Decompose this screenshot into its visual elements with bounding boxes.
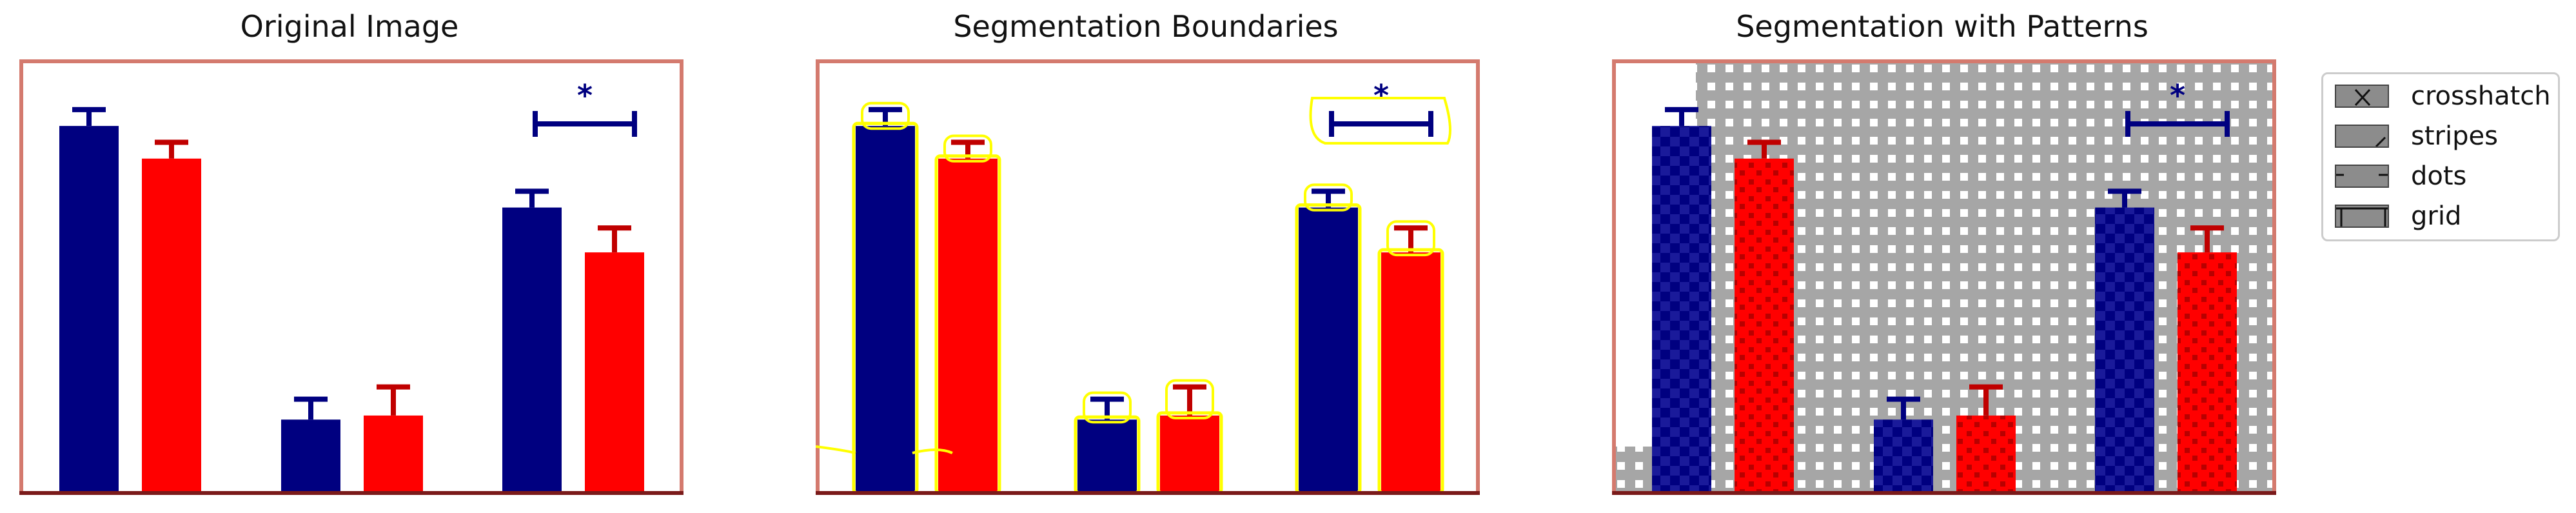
legend-label: stripes: [2411, 121, 2498, 151]
bar-series1-group2: [2178, 252, 2237, 493]
bar-series0-group2: [2095, 207, 2154, 493]
bar-series1-group1: [1956, 415, 2016, 493]
segment-boundary: [861, 101, 910, 130]
panel-title-boundaries: Segmentation Boundaries: [953, 9, 1339, 44]
bar-series1-group1: [364, 415, 423, 493]
bar-series0-group1: [1077, 419, 1137, 493]
bar-series1-group0: [938, 158, 998, 493]
bar-series0-group2: [1299, 207, 1358, 493]
significance-star: *: [1373, 78, 1389, 113]
legend-item-grid: grid: [2335, 201, 2462, 231]
segment-boundary: [816, 445, 953, 454]
bar-series0-group2: [502, 207, 562, 493]
segment-boundary: [1386, 220, 1435, 257]
legend-item-stripes: stripes: [2335, 121, 2498, 151]
significance-star: *: [2170, 78, 2185, 113]
bar-series1-group0: [142, 158, 201, 493]
legend: crosshatch stripes dots grid: [2321, 72, 2560, 241]
bar-series0-group0: [59, 126, 119, 493]
bar-series0-group1: [281, 419, 340, 493]
bar-series0-group0: [1652, 126, 1711, 493]
significance-star: *: [577, 78, 593, 113]
segment-boundary: [1165, 379, 1214, 419]
legend-item-crosshatch: crosshatch: [2335, 81, 2551, 111]
panel-title-original: Original Image: [240, 9, 459, 44]
segmentation-boundaries-panel: *: [816, 59, 1480, 495]
bar-series1-group2: [1381, 252, 1440, 493]
segment-boundary: [1083, 391, 1132, 424]
segment-boundary: [943, 134, 992, 163]
legend-label: dots: [2411, 161, 2467, 191]
legend-label: grid: [2411, 201, 2462, 231]
crosshatch-swatch-icon: [2335, 85, 2389, 108]
original-image-panel: *: [19, 59, 683, 495]
legend-item-dots: dots: [2335, 161, 2467, 191]
stripes-swatch-icon: [2335, 125, 2389, 148]
segmentation-patterns-panel: *: [1612, 59, 2276, 495]
bar-series0-group0: [856, 126, 915, 493]
background-pattern-region: [1612, 59, 2276, 495]
segment-boundary: [1304, 183, 1353, 212]
bar-series1-group1: [1160, 415, 1219, 493]
grid-swatch-icon: [2335, 205, 2389, 228]
legend-label: crosshatch: [2411, 81, 2551, 111]
bar-series0-group1: [1874, 419, 1933, 493]
bar-series1-group2: [585, 252, 644, 493]
dots-swatch-icon: [2335, 165, 2389, 188]
bar-series1-group0: [1735, 158, 1794, 493]
segment-boundary: [1309, 97, 1451, 145]
panel-title-patterns: Segmentation with Patterns: [1736, 9, 2148, 44]
